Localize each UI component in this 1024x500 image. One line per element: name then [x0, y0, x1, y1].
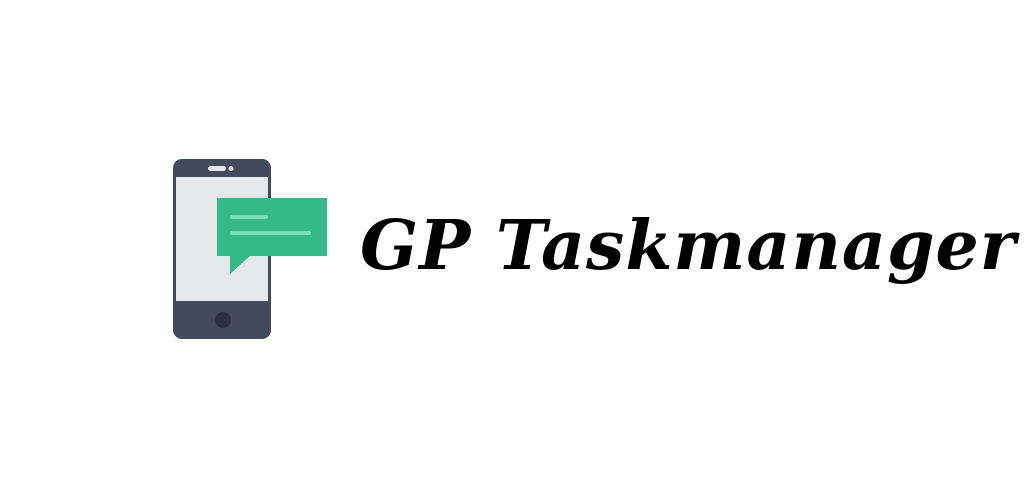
chat-bubble	[217, 198, 327, 274]
chat-line-short	[230, 215, 268, 219]
phone-chat-icon	[173, 159, 327, 339]
phone-speaker	[208, 166, 226, 171]
phone-home-button	[215, 312, 231, 328]
app-title: GP Taskmanager	[360, 206, 1017, 286]
chat-line-long	[230, 231, 311, 235]
phone-camera	[228, 166, 234, 171]
